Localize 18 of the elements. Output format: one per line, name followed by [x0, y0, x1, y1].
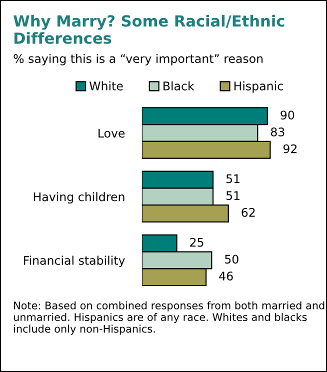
data-label: 83 [270, 127, 284, 136]
legend-label: White [90, 81, 123, 90]
y-tick-label: Love [98, 128, 125, 138]
data-label: 25 [190, 238, 204, 247]
data-label: 62 [242, 208, 255, 217]
chart-title: Why Marry? Some Racial/Ethnic Differences [14, 14, 284, 44]
data-label: 46 [219, 272, 233, 280]
data-label: 92 [283, 144, 297, 154]
data-label: 50 [225, 254, 238, 264]
legend-label: Black [164, 81, 194, 90]
text: Note: Based on combined responses from both married and unmarried. Hispanics are of any race. Whites and blacks include only non-Hispanics. [14, 301, 324, 335]
y-tick-label: Financial stability [24, 256, 125, 268]
data-label: 51 [226, 191, 240, 200]
data-label: 90 [280, 110, 294, 120]
chart-subtitle: % saying this is a “very important” reason [14, 54, 263, 66]
y-tick-label: Having children [34, 192, 124, 204]
data-label: 51 [226, 174, 240, 184]
legend-label: Hispanic [234, 81, 283, 93]
